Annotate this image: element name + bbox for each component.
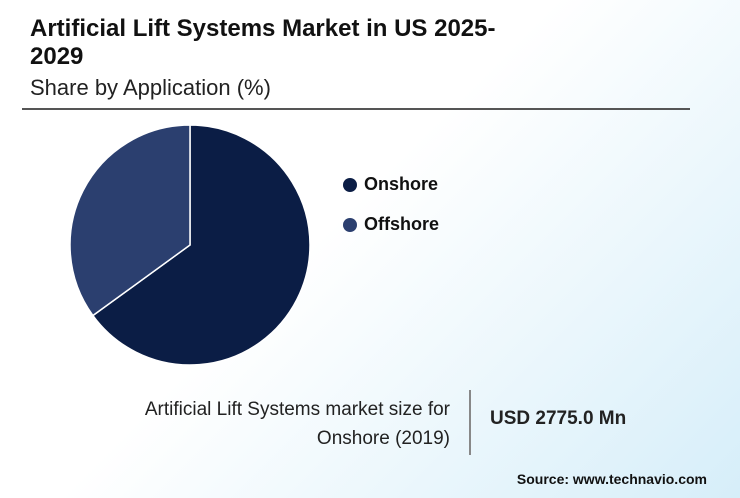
pie-slice (91, 124, 311, 366)
source: Source: www.technavio.com (516, 471, 707, 487)
chart-title: Artificial Lift Systems Market in US 202… (30, 15, 496, 70)
callout-value: USD 2775.0 Mn (490, 408, 627, 429)
legend-label: Onshore (364, 174, 438, 194)
legend-marker (343, 218, 357, 232)
callout-label: Artificial Lift Systems market size for … (144, 399, 450, 449)
divider (469, 390, 471, 455)
chart-subtitle: Share by Application (%) (30, 75, 271, 100)
separator (22, 108, 690, 110)
pie-slice (69, 124, 191, 317)
legend-marker (343, 178, 357, 192)
legend-label: Offshore (364, 214, 439, 234)
